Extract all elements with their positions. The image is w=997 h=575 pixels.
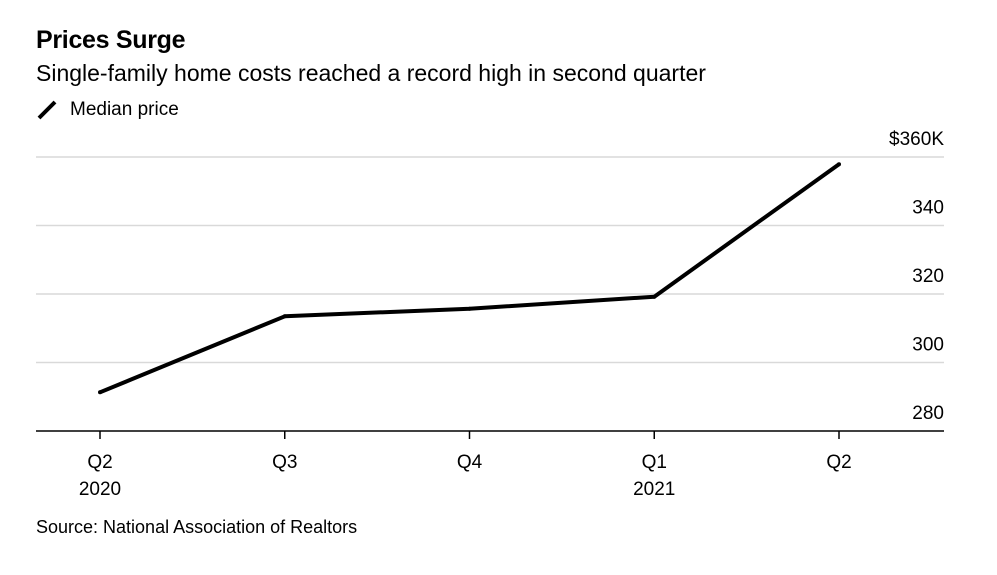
x-tick-year-label-0: 2020	[79, 479, 121, 500]
x-tick-label-2: Q4	[457, 452, 483, 473]
y-tick-label-340: 340	[912, 198, 944, 219]
source-note: Source: National Association of Realtors	[36, 517, 358, 537]
chart-title: Prices Surge	[36, 26, 186, 54]
data-point-2	[467, 306, 472, 311]
legend-label-median-price: Median price	[70, 99, 179, 120]
x-tick-label-1: Q3	[272, 452, 297, 473]
y-tick-label-320: 320	[912, 266, 944, 287]
y-tick-label-360: $360K	[889, 129, 944, 150]
legend: Median price	[36, 97, 179, 123]
y-tick-label-300: 300	[912, 335, 944, 356]
x-tick-label-0: Q2	[87, 452, 112, 473]
data-point-1	[282, 314, 287, 319]
chart-subtitle: Single-family home costs reached a recor…	[36, 60, 706, 86]
legend-line-icon	[37, 100, 57, 120]
series-line-median-price	[99, 162, 841, 395]
data-point-4	[837, 162, 841, 167]
data-point-3	[652, 294, 657, 299]
x-tick-year-label-3: 2021	[633, 479, 675, 500]
y-tick-label-280: 280	[912, 403, 944, 424]
x-tick-label-3: Q1	[642, 452, 667, 473]
data-point-0	[98, 390, 102, 395]
x-tick-label-4: Q2	[826, 452, 851, 473]
